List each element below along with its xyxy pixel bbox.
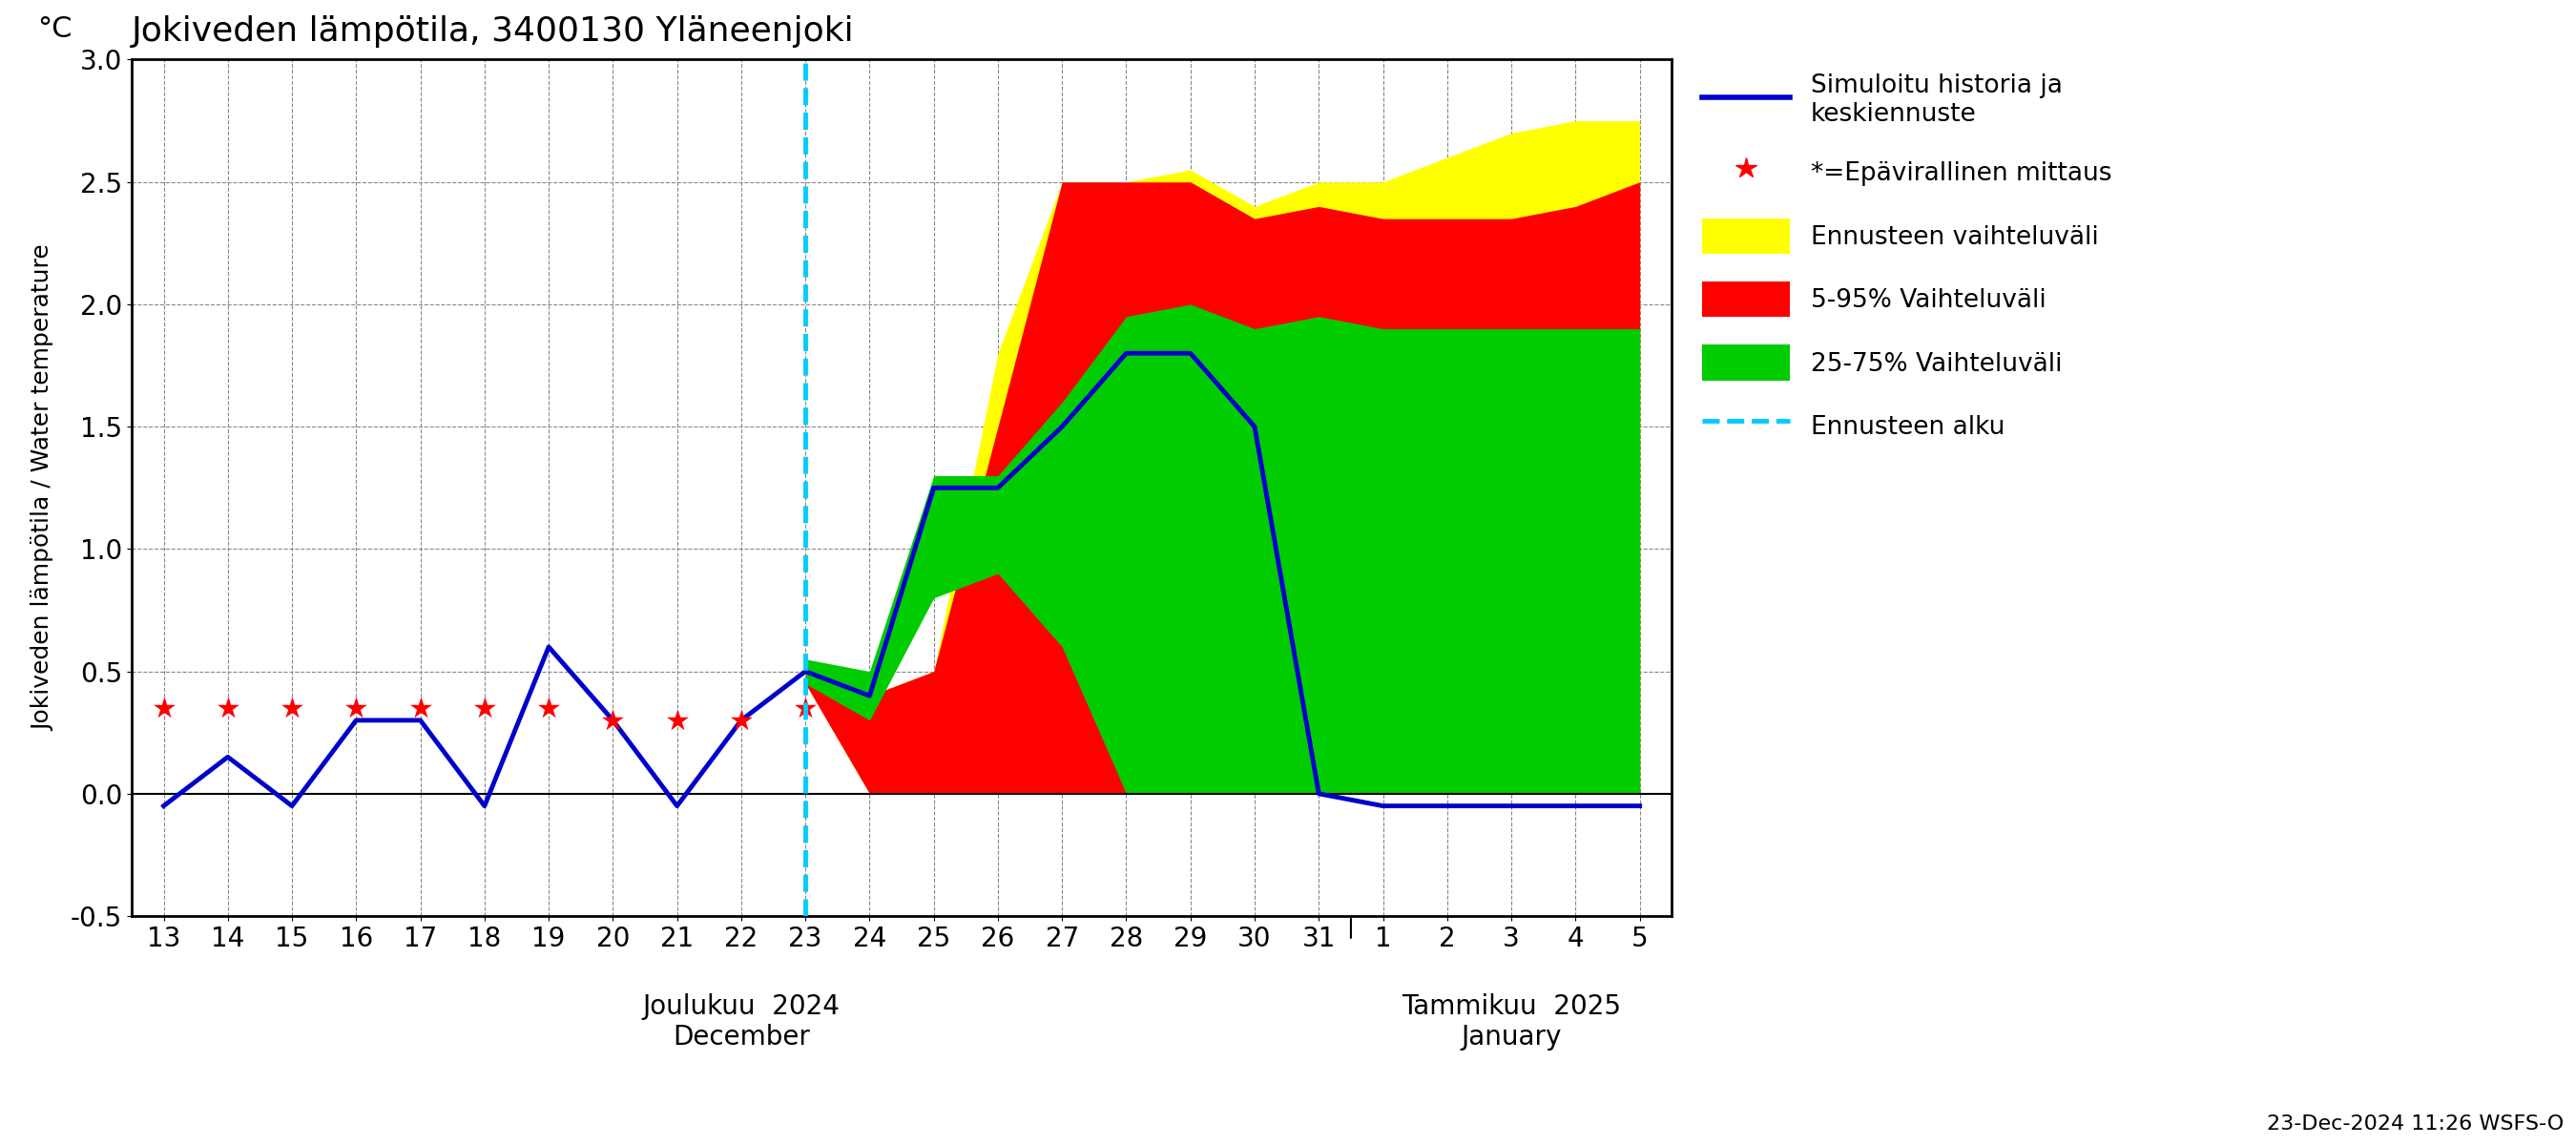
Point bbox=[528, 698, 569, 717]
Point bbox=[786, 698, 827, 717]
Text: °C: °C bbox=[36, 15, 72, 42]
Text: Tammikuu  2025
January: Tammikuu 2025 January bbox=[1401, 993, 1620, 1051]
Point bbox=[399, 698, 440, 717]
Point bbox=[335, 698, 376, 717]
Y-axis label: Jokiveden lämpötila / Water temperature: Jokiveden lämpötila / Water temperature bbox=[31, 245, 54, 731]
Text: 23-Dec-2024 11:26 WSFS-O: 23-Dec-2024 11:26 WSFS-O bbox=[2267, 1114, 2563, 1134]
Text: Jokiveden lämpötila, 3400130 Yläneenjoki: Jokiveden lämpötila, 3400130 Yläneenjoki bbox=[131, 15, 855, 48]
Point bbox=[657, 711, 698, 729]
Point bbox=[464, 698, 505, 717]
Legend: Simuloitu historia ja
keskiennuste, *=Epävirallinen mittaus, Ennusteen vaihteluv: Simuloitu historia ja keskiennuste, *=Ep… bbox=[1692, 64, 2123, 453]
Point bbox=[721, 711, 762, 729]
Point bbox=[206, 698, 247, 717]
Point bbox=[270, 698, 312, 717]
Point bbox=[144, 698, 185, 717]
Text: Joulukuu  2024
December: Joulukuu 2024 December bbox=[641, 993, 840, 1051]
Point bbox=[592, 711, 634, 729]
